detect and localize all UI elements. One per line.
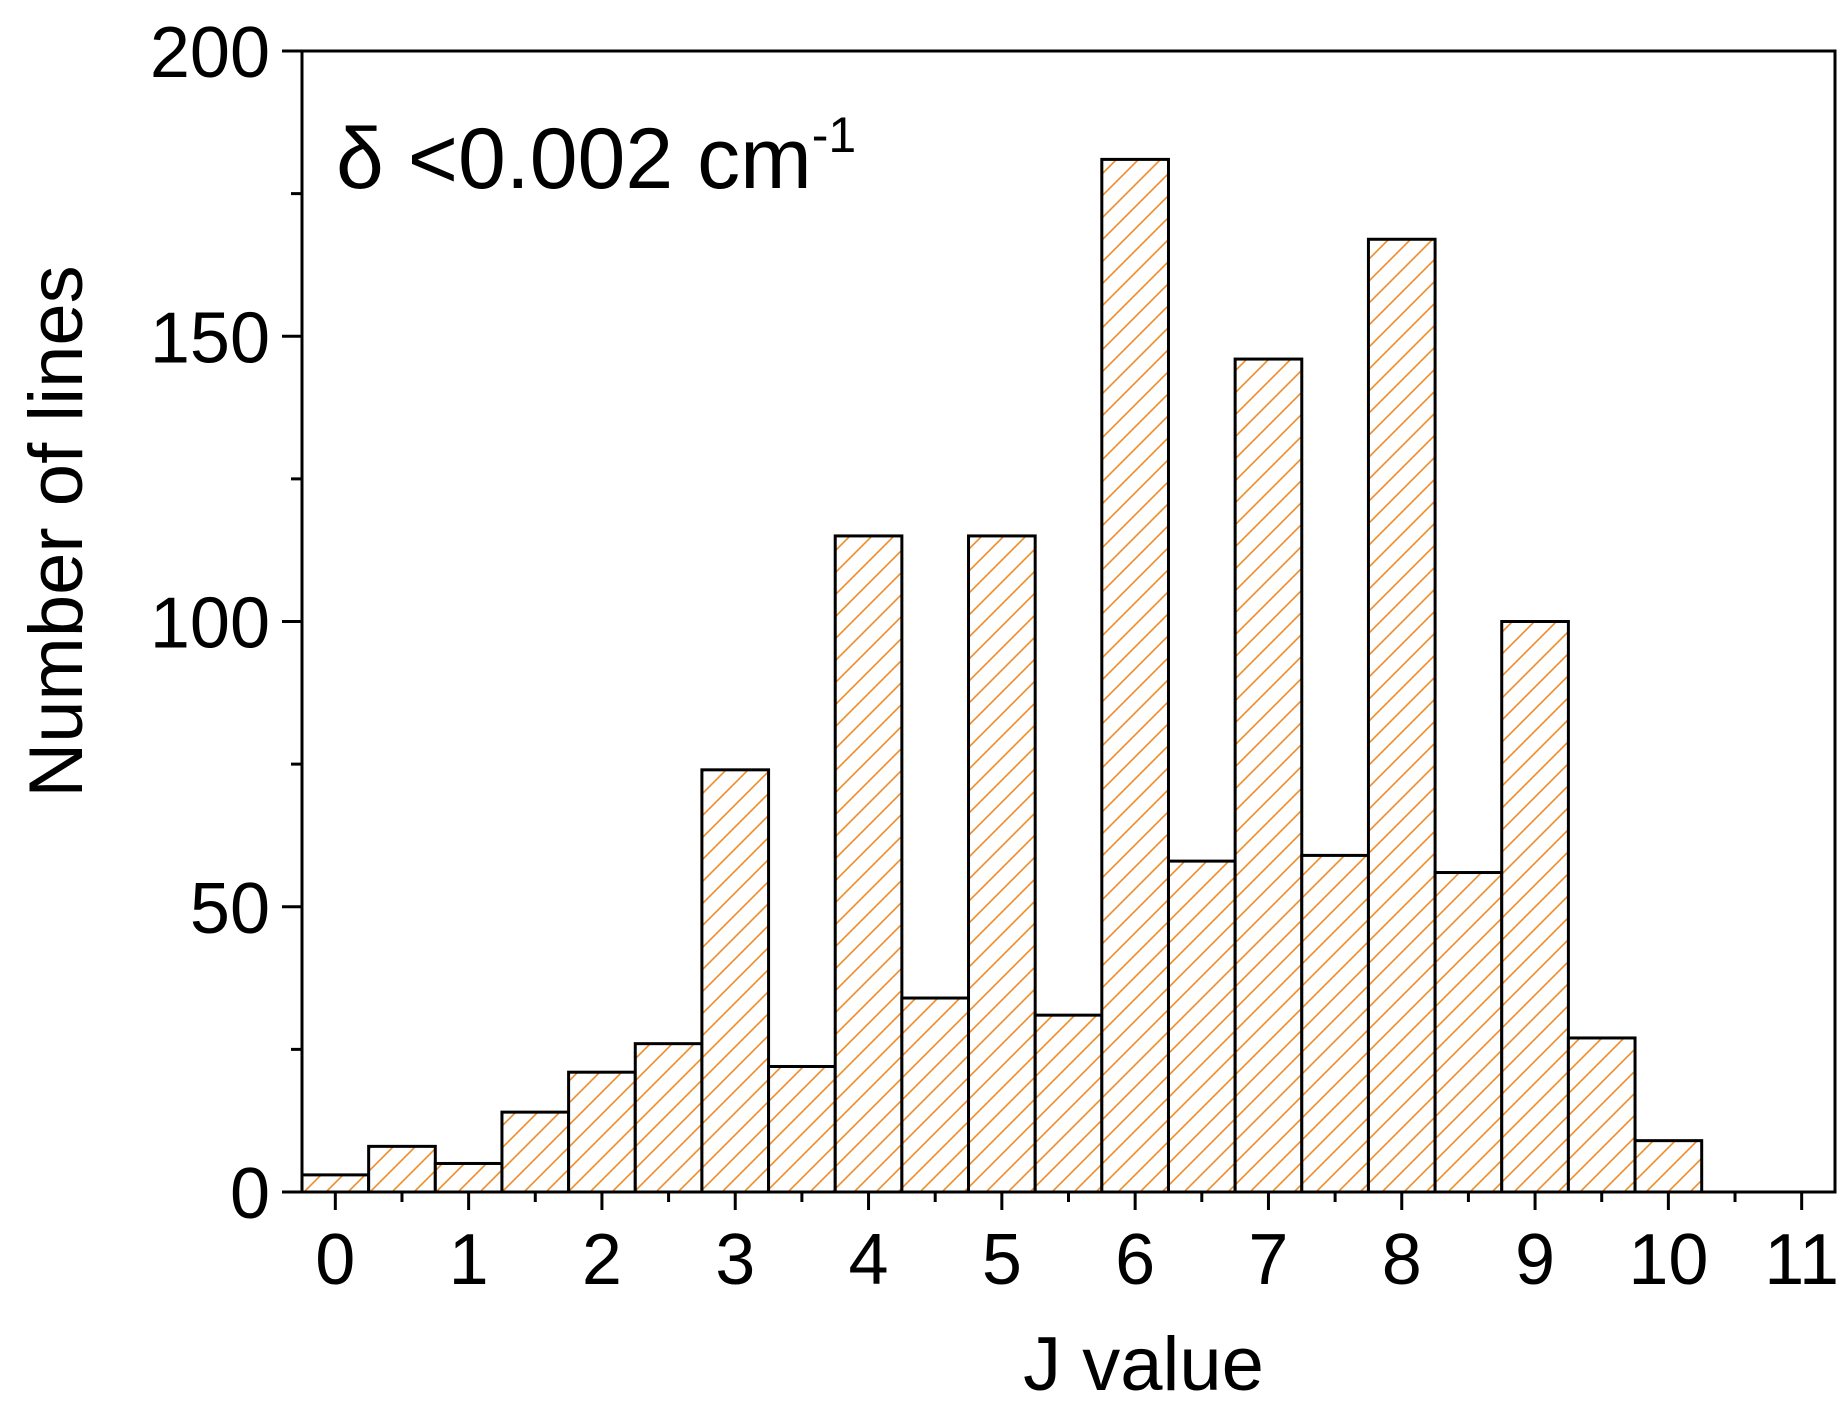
bar-j-3 (700, 768, 771, 1194)
bar-j-1 (433, 1161, 504, 1194)
y-tick-label: 0 (230, 1154, 270, 1234)
bar-j-9 (1500, 620, 1570, 1194)
bar-j-1.5 (500, 1110, 571, 1194)
x-tick-label: 3 (715, 1220, 755, 1300)
x-tick-label: 8 (1382, 1220, 1422, 1300)
bar-j-4.5 (900, 996, 971, 1194)
bar-j-2.5 (633, 1042, 704, 1194)
bar-j-7 (1233, 357, 1304, 1194)
bar-j-2 (567, 1070, 637, 1194)
bar-j-5 (967, 534, 1037, 1194)
bar-j-10 (1633, 1139, 1704, 1194)
x-tick-label: 9 (1515, 1220, 1555, 1300)
axis-ticks (282, 49, 1804, 1210)
annotation-superscript: -1 (812, 107, 856, 163)
x-tick-label: 1 (449, 1220, 489, 1300)
tick-labels: 0 1 2 3 4 5 6 7 8 9 10 11 0 50 100 150 200 (150, 13, 1839, 1300)
y-axis-title: Number of lines (14, 265, 99, 797)
bars-group (300, 157, 1704, 1194)
x-tick-label: 6 (1115, 1220, 1155, 1300)
bar-j-6 (1100, 157, 1170, 1194)
bar-j-7.5 (1300, 853, 1370, 1194)
bar-j-0.5 (367, 1144, 437, 1194)
y-tick-label: 50 (190, 869, 270, 949)
bar-j-9.5 (1566, 1036, 1637, 1194)
x-tick-label: 4 (849, 1220, 889, 1300)
annotation-prefix: δ <0.002 cm (336, 111, 812, 207)
bar-j-3.5 (767, 1064, 837, 1194)
bar-j-4 (833, 534, 904, 1194)
x-tick-label: 5 (982, 1220, 1022, 1300)
y-tick-label: 100 (150, 584, 270, 664)
x-tick-label: 0 (315, 1220, 355, 1300)
bar-j-5.5 (1033, 1013, 1104, 1194)
x-tick-label: 10 (1628, 1220, 1708, 1300)
bar-j-6.5 (1166, 859, 1237, 1194)
annotation-text: δ <0.002 cm-1 (336, 107, 856, 207)
x-tick-label: 11 (1764, 1220, 1839, 1300)
bar-j-8 (1366, 237, 1437, 1194)
x-axis-title: J value (1023, 1322, 1264, 1407)
y-tick-label: 150 (150, 298, 270, 378)
x-tick-label: 7 (1248, 1220, 1288, 1300)
bar-j-8.5 (1433, 871, 1504, 1194)
bar-j-0 (300, 1173, 371, 1194)
x-tick-label: 2 (582, 1220, 622, 1300)
y-tick-label: 200 (150, 13, 270, 93)
